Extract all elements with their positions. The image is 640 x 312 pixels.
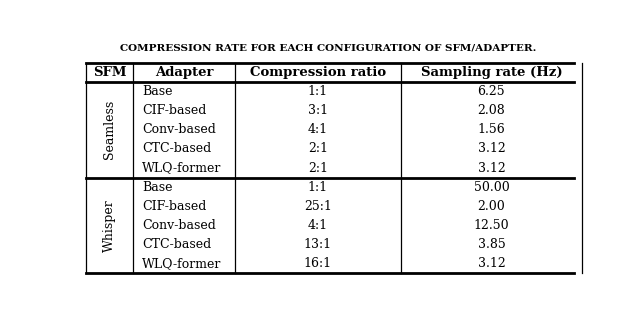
Text: 16:1: 16:1 — [304, 257, 332, 270]
Text: 6.25: 6.25 — [477, 85, 505, 98]
Text: Adapter: Adapter — [155, 66, 213, 79]
Text: 1:1: 1:1 — [308, 181, 328, 194]
Text: Conv-based: Conv-based — [142, 219, 216, 232]
Text: 3.12: 3.12 — [477, 142, 506, 155]
Text: 1.56: 1.56 — [477, 123, 506, 136]
Text: COMPRESSION RATE FOR EACH CONFIGURATION OF SFM/ADAPTER.: COMPRESSION RATE FOR EACH CONFIGURATION … — [120, 43, 536, 52]
Text: CIF-based: CIF-based — [142, 200, 206, 213]
Text: CTC-based: CTC-based — [142, 142, 211, 155]
Text: Whisper: Whisper — [103, 199, 116, 252]
Text: WLQ-former: WLQ-former — [142, 162, 221, 174]
Text: Base: Base — [142, 85, 173, 98]
Text: SFM: SFM — [93, 66, 126, 79]
Text: 2.08: 2.08 — [477, 104, 506, 117]
Text: 13:1: 13:1 — [304, 238, 332, 251]
Text: CIF-based: CIF-based — [142, 104, 206, 117]
Text: 2:1: 2:1 — [308, 142, 328, 155]
Text: Conv-based: Conv-based — [142, 123, 216, 136]
Text: 4:1: 4:1 — [308, 219, 328, 232]
Text: 25:1: 25:1 — [304, 200, 332, 213]
Text: Base: Base — [142, 181, 173, 194]
Text: Seamless: Seamless — [103, 100, 116, 159]
Text: Compression ratio: Compression ratio — [250, 66, 386, 79]
Text: 12.50: 12.50 — [474, 219, 509, 232]
Text: WLQ-former: WLQ-former — [142, 257, 221, 270]
Text: 2:1: 2:1 — [308, 162, 328, 174]
Text: 50.00: 50.00 — [474, 181, 509, 194]
Text: CTC-based: CTC-based — [142, 238, 211, 251]
Text: 1:1: 1:1 — [308, 85, 328, 98]
Text: Sampling rate (Hz): Sampling rate (Hz) — [420, 66, 563, 79]
Text: 3.12: 3.12 — [477, 162, 506, 174]
Text: 3:1: 3:1 — [308, 104, 328, 117]
Text: 3.12: 3.12 — [477, 257, 506, 270]
Text: 4:1: 4:1 — [308, 123, 328, 136]
Text: 2.00: 2.00 — [477, 200, 506, 213]
Text: 3.85: 3.85 — [477, 238, 506, 251]
